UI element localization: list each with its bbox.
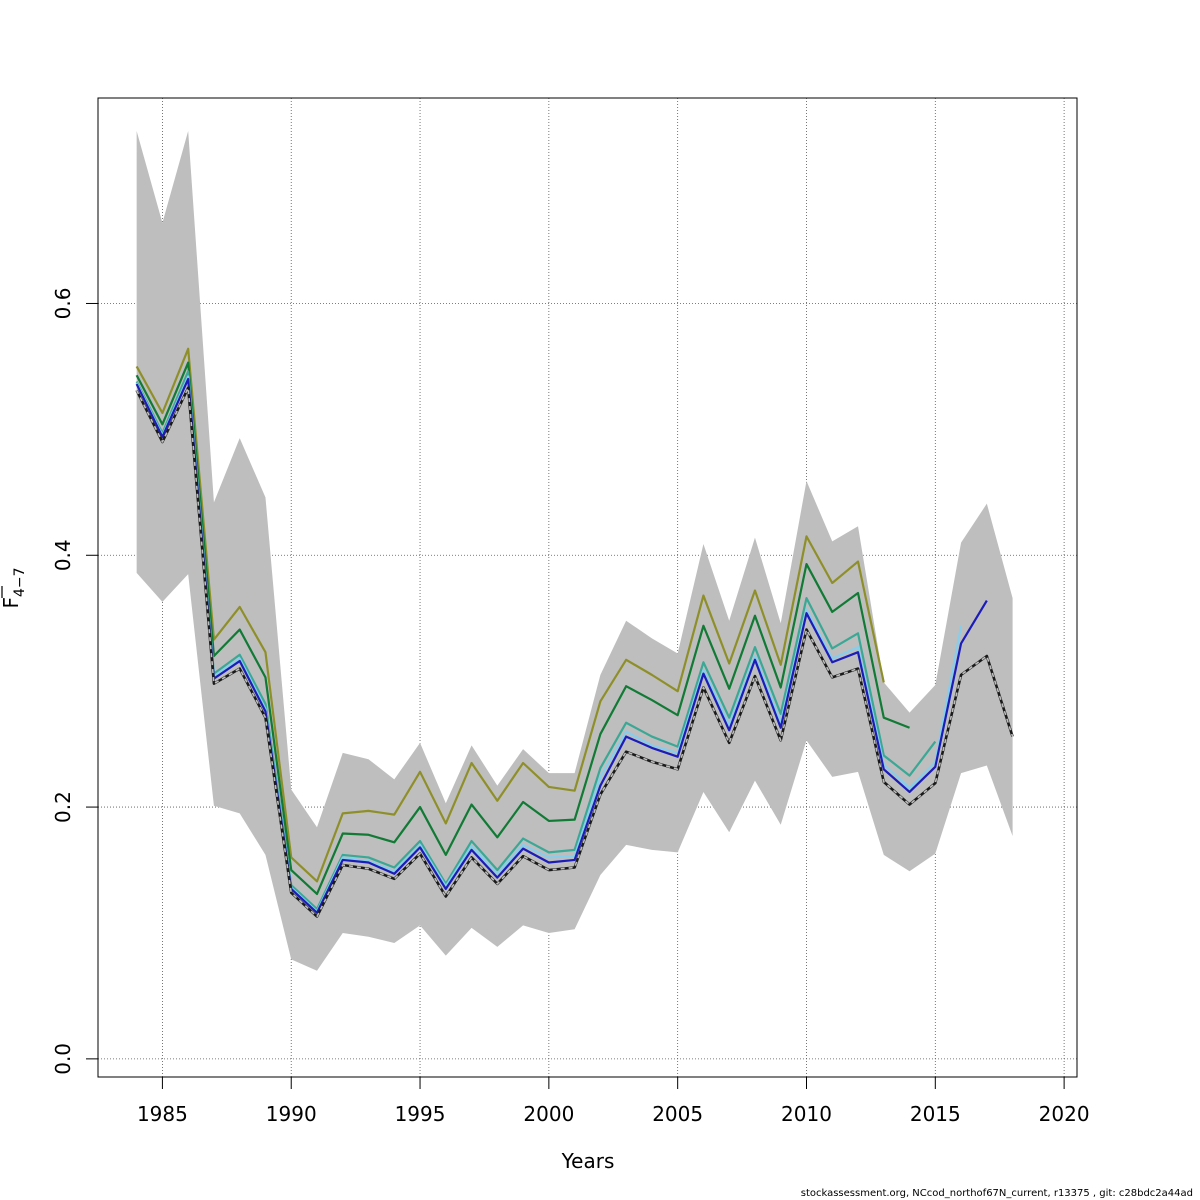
y-axis: 0.0 0.2 0.4 0.6: [51, 288, 99, 1075]
x-tick-label: 2015: [910, 1102, 961, 1126]
x-tick-label: 1985: [137, 1102, 188, 1126]
x-tick-label: 2005: [652, 1102, 703, 1126]
y-tick-label: 0.2: [51, 791, 75, 823]
x-tick-label: 2010: [781, 1102, 832, 1126]
svg-text:F4−7: F4−7: [0, 567, 28, 608]
y-axis-title: F4−7: [0, 567, 28, 608]
x-axis-title: Years: [561, 1149, 615, 1173]
series-line-1: [135, 347, 885, 883]
series-lines: [135, 347, 1014, 918]
x-axis: 1985 1990 1995 2000 2005 2010 2015 2020: [137, 1076, 1090, 1126]
y-axis-title-main: F: [0, 597, 23, 609]
y-axis-title-sub: 4−7: [12, 567, 28, 597]
y-tick-label: 0.6: [51, 288, 75, 320]
x-tick-label: 2000: [523, 1102, 574, 1126]
confidence-band: [136, 130, 1013, 971]
y-tick-label: 0.0: [51, 1043, 75, 1075]
y-tick-label: 0.4: [51, 539, 75, 571]
x-tick-label: 1990: [266, 1102, 317, 1126]
confidence-band-area: [136, 130, 1013, 971]
series-line-7: [135, 387, 1014, 918]
footer-credit: stockassessment.org, NCcod_northof67N_cu…: [801, 1188, 1193, 1199]
series-line-2: [135, 361, 910, 896]
x-tick-label: 1995: [395, 1102, 446, 1126]
x-tick-label: 2020: [1039, 1102, 1090, 1126]
